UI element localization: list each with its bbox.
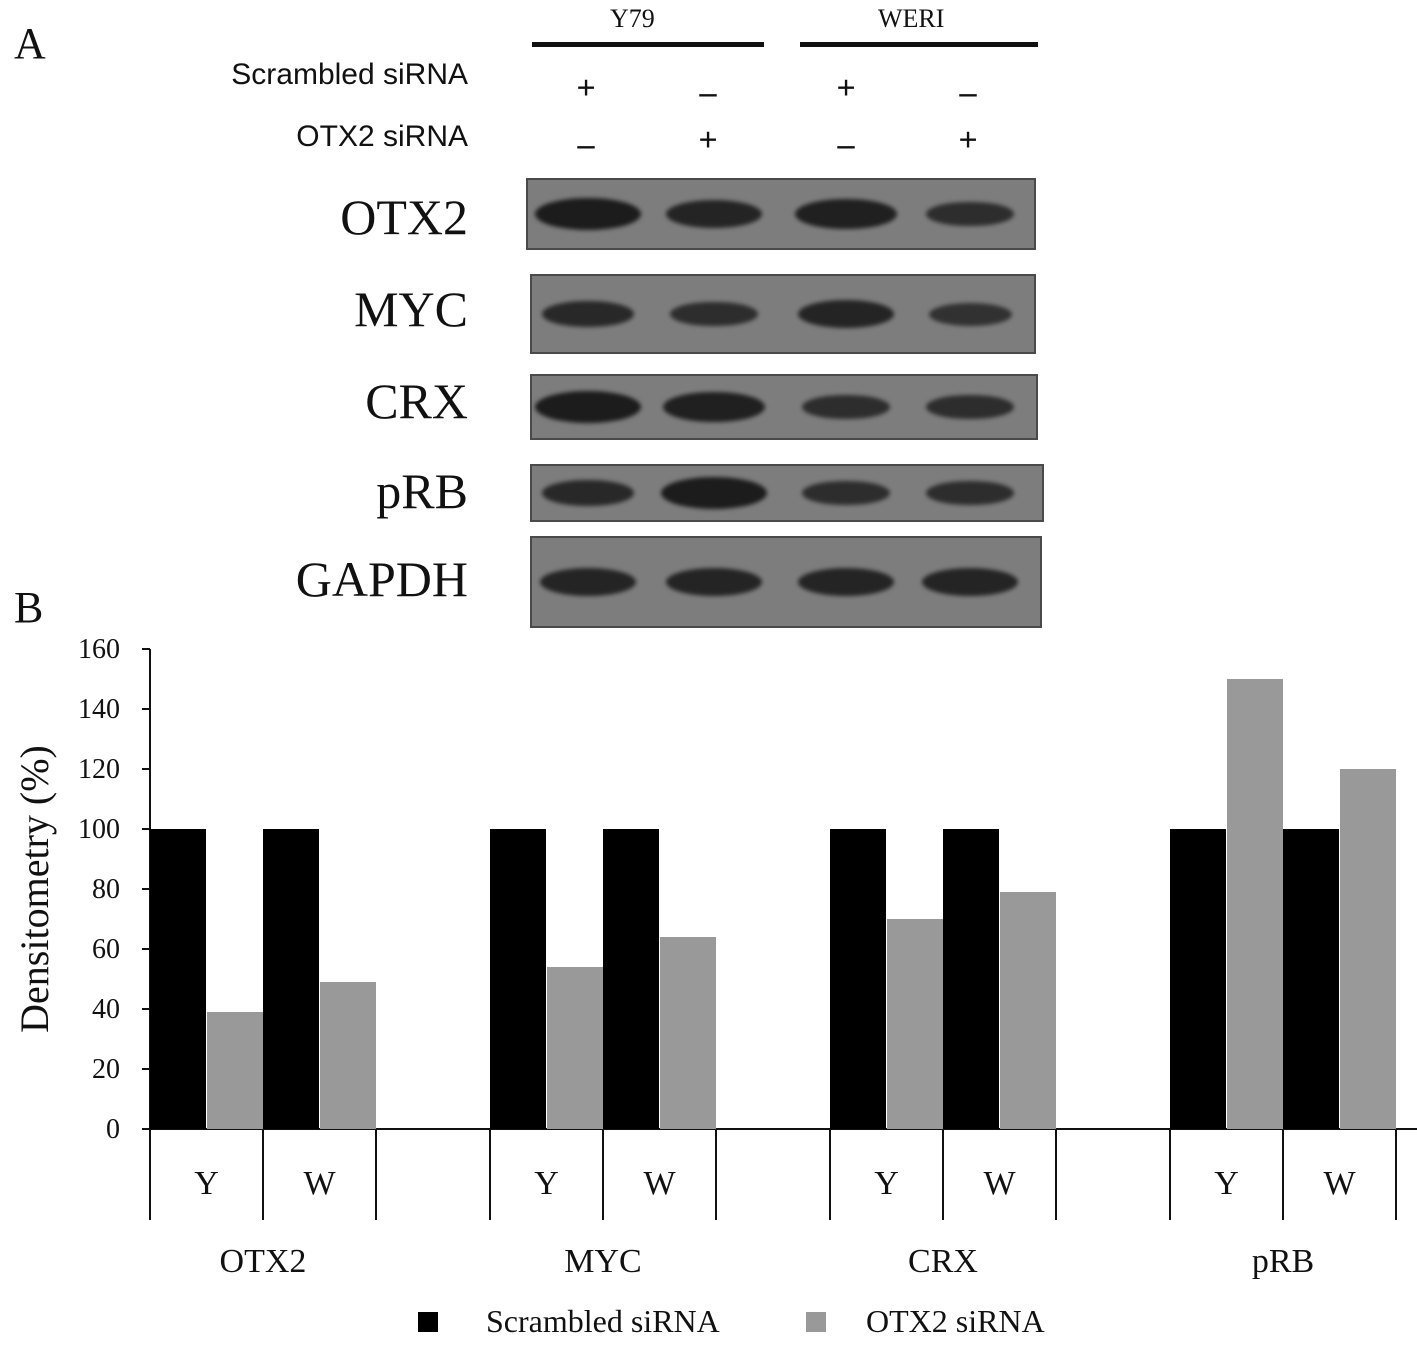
bar-scrambled-otx2-w <box>263 829 319 1129</box>
cell-line-y79-label: Y79 <box>610 4 655 33</box>
x-group-label: pRB <box>1252 1243 1314 1280</box>
blot-prb <box>530 464 1044 522</box>
condition-label-otx2: OTX2 siRNA <box>296 120 468 153</box>
cell-line-weri-bar <box>800 42 1038 47</box>
y-tick-label: 120 <box>78 754 120 785</box>
blot-band <box>539 567 637 597</box>
blot-label-otx2: OTX2 <box>340 189 468 245</box>
blot-myc <box>530 274 1036 354</box>
bar-scrambled-prb-y <box>1170 829 1226 1129</box>
legend-label-scrambled: Scrambled siRNA <box>486 1303 720 1339</box>
x-group-label: CRX <box>908 1243 978 1280</box>
blot-band <box>797 567 895 597</box>
y-tick-label: 60 <box>92 934 120 965</box>
blot-label-gapdh: GAPDH <box>295 551 468 607</box>
cell-line-y79-bar <box>532 42 764 47</box>
y-tick-label: 40 <box>92 994 120 1025</box>
blot-band <box>797 299 895 329</box>
blot-label-myc: MYC <box>354 281 468 337</box>
sign-otx2-lane1: – <box>577 126 595 163</box>
blot-gapdh <box>530 536 1042 628</box>
x-subgroup-label: W <box>643 1165 676 1202</box>
blot-band <box>670 301 758 327</box>
x-subgroup-label: Y <box>874 1165 899 1202</box>
sign-otx2-lane4: + <box>958 122 978 159</box>
sign-otx2-lane2: + <box>698 122 718 159</box>
bar-scrambled-crx-w <box>943 829 999 1129</box>
blot-band <box>541 479 635 507</box>
blot-band <box>926 394 1014 420</box>
blot-band <box>661 477 767 509</box>
bar-otx2-myc-y <box>547 967 603 1129</box>
x-subgroup-label: W <box>1323 1165 1356 1202</box>
blot-band <box>926 480 1014 506</box>
sign-scrambled-lane4: – <box>959 74 977 111</box>
blot-band <box>926 201 1014 227</box>
bar-otx2-myc-w <box>660 937 716 1129</box>
blot-band <box>921 567 1019 597</box>
legend-label-otx2: OTX2 siRNA <box>866 1303 1045 1339</box>
blot-band <box>928 302 1012 326</box>
blot-band <box>663 391 765 423</box>
blot-band <box>541 300 635 328</box>
bar-otx2-otx2-y <box>207 1012 263 1129</box>
sign-otx2-lane3: – <box>837 126 855 163</box>
blot-label-crx: CRX <box>365 373 468 429</box>
bar-otx2-crx-w <box>1000 892 1056 1129</box>
x-subgroup-label: W <box>303 1165 336 1202</box>
bar-scrambled-myc-w <box>603 829 659 1129</box>
blot-band <box>535 198 641 230</box>
bar-otx2-prb-y <box>1227 679 1283 1129</box>
x-subgroup-label: Y <box>194 1165 219 1202</box>
y-tick-label: 100 <box>78 814 120 845</box>
cell-line-weri-label: WERI <box>878 4 945 33</box>
legend-swatch-otx2 <box>806 1312 826 1332</box>
y-axis-label: Densitometry (%) <box>12 745 57 1033</box>
blot-crx <box>530 374 1038 440</box>
bar-scrambled-otx2-y <box>150 829 206 1129</box>
blot-otx2 <box>526 178 1036 250</box>
blot-band <box>535 391 641 423</box>
x-subgroup-label: Y <box>1214 1165 1239 1202</box>
y-tick-label: 160 <box>78 634 120 665</box>
legend-swatch-scrambled <box>418 1312 438 1332</box>
blot-band <box>665 199 763 229</box>
x-subgroup-label: Y <box>534 1165 559 1202</box>
x-subgroup-label: W <box>983 1165 1016 1202</box>
blot-band <box>802 480 890 506</box>
sign-scrambled-lane1: + <box>576 70 596 107</box>
x-group-label: MYC <box>564 1243 641 1280</box>
sign-scrambled-lane3: + <box>836 70 856 107</box>
x-group-label: OTX2 <box>220 1243 307 1280</box>
bar-otx2-prb-w <box>1340 769 1396 1129</box>
y-tick-label: 0 <box>106 1114 120 1145</box>
blot-band <box>802 394 890 420</box>
bar-otx2-crx-y <box>887 919 943 1129</box>
bar-scrambled-prb-w <box>1283 829 1339 1129</box>
bar-otx2-otx2-w <box>320 982 376 1129</box>
blot-label-prb: pRB <box>376 463 468 519</box>
sign-scrambled-lane2: – <box>699 74 717 111</box>
blot-band <box>795 198 897 230</box>
y-tick-label: 20 <box>92 1054 120 1085</box>
bar-scrambled-myc-y <box>490 829 546 1129</box>
y-tick-label: 80 <box>92 874 120 905</box>
y-tick-label: 140 <box>78 694 120 725</box>
condition-label-scrambled: Scrambled siRNA <box>231 58 468 91</box>
blot-band <box>665 567 763 597</box>
panel-a-label: A <box>14 19 46 68</box>
bar-scrambled-crx-y <box>830 829 886 1129</box>
panel-b-label: B <box>14 583 44 632</box>
